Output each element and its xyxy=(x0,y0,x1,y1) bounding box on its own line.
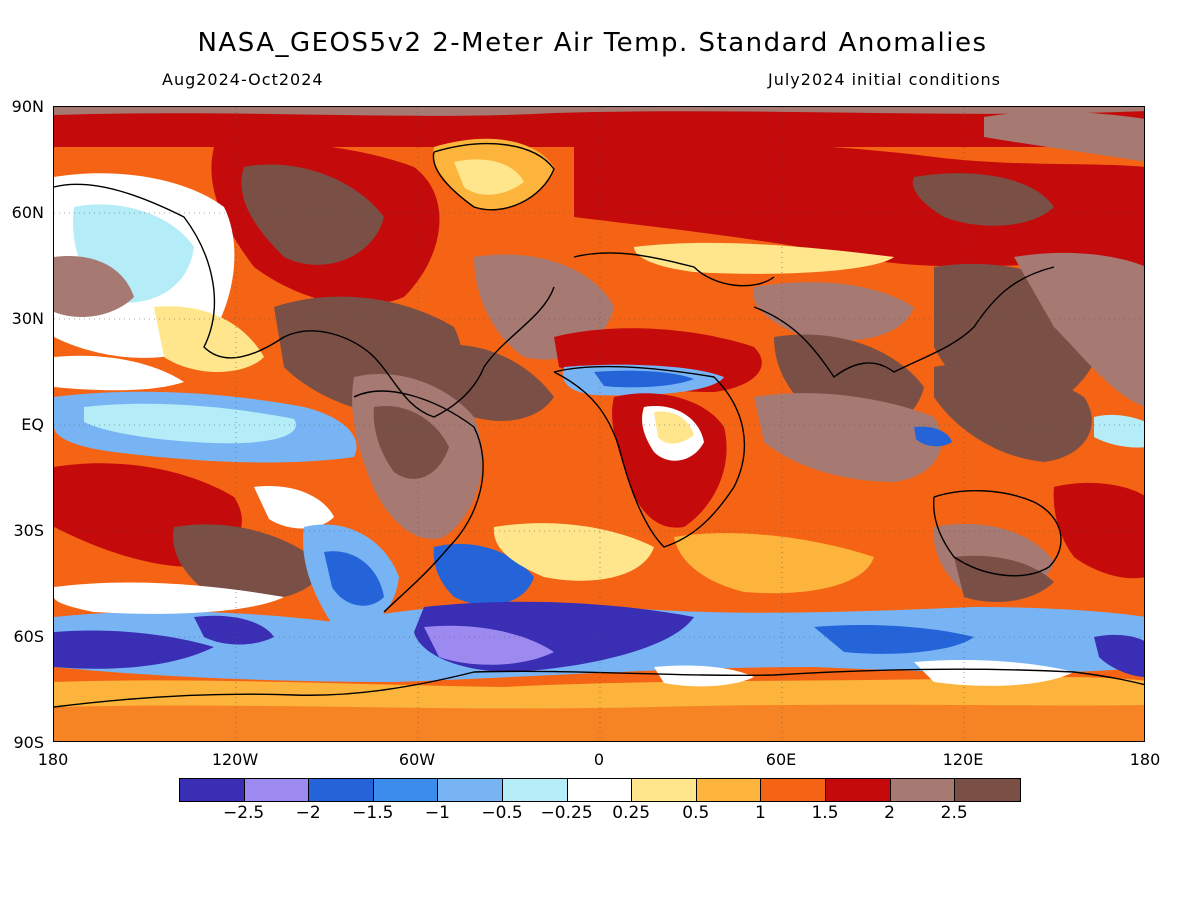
lat-label-30s: 30S xyxy=(13,521,44,540)
legend-label: 1 xyxy=(754,803,766,823)
legend-swatch xyxy=(502,779,568,801)
lon-label-0: 0 xyxy=(593,750,605,769)
lat-label-60s: 60S xyxy=(13,627,44,646)
legend-label: −1.5 xyxy=(352,803,394,823)
lat-label-60n: 60N xyxy=(11,203,44,222)
legend-swatch xyxy=(890,779,956,801)
graticule xyxy=(54,107,1144,741)
color-legend xyxy=(179,778,1021,802)
anomaly-map xyxy=(53,106,1145,742)
legend-swatch xyxy=(632,779,697,801)
legend-swatch xyxy=(696,779,762,801)
legend-swatch xyxy=(567,779,633,801)
legend-swatch xyxy=(825,779,891,801)
lon-label-60e: 60E xyxy=(765,750,797,769)
forecast-period: Aug2024-Oct2024 xyxy=(162,70,324,89)
anomaly-map-svg xyxy=(54,107,1144,741)
lat-label-eq: EQ xyxy=(21,415,44,434)
legend-swatch xyxy=(244,779,310,801)
legend-label: 1.5 xyxy=(811,803,839,823)
chart-title: NASA_GEOS5v2 2-Meter Air Temp. Standard … xyxy=(197,28,988,58)
coastlines xyxy=(54,143,1144,708)
lat-label-90n: 90N xyxy=(11,97,44,116)
legend-label: −2 xyxy=(295,803,321,823)
lat-label-90s: 90S xyxy=(13,733,44,752)
lon-label-120e: 120E xyxy=(942,750,984,769)
legend-label: −0.25 xyxy=(540,803,593,823)
legend-label: −0.5 xyxy=(481,803,523,823)
legend-swatch xyxy=(438,779,503,801)
legend-label: 0.5 xyxy=(682,803,710,823)
lon-label-120w: 120W xyxy=(211,750,259,769)
legend-swatch xyxy=(955,779,1020,801)
lon-label-180w: 180 xyxy=(37,750,69,769)
legend-swatch xyxy=(761,779,826,801)
lon-label-60w: 60W xyxy=(398,750,436,769)
legend-label: 0.25 xyxy=(612,803,651,823)
legend-swatch xyxy=(309,779,374,801)
lat-label-30n: 30N xyxy=(11,309,44,328)
legend-label: −1 xyxy=(424,803,450,823)
legend-swatch xyxy=(180,779,245,801)
legend-label: 2.5 xyxy=(940,803,968,823)
legend-label: 2 xyxy=(884,803,896,823)
legend-label: −2.5 xyxy=(222,803,265,823)
lon-label-180e: 180 xyxy=(1129,750,1161,769)
initial-conditions-label: July2024 initial conditions xyxy=(768,70,1001,89)
legend-swatch xyxy=(373,779,439,801)
